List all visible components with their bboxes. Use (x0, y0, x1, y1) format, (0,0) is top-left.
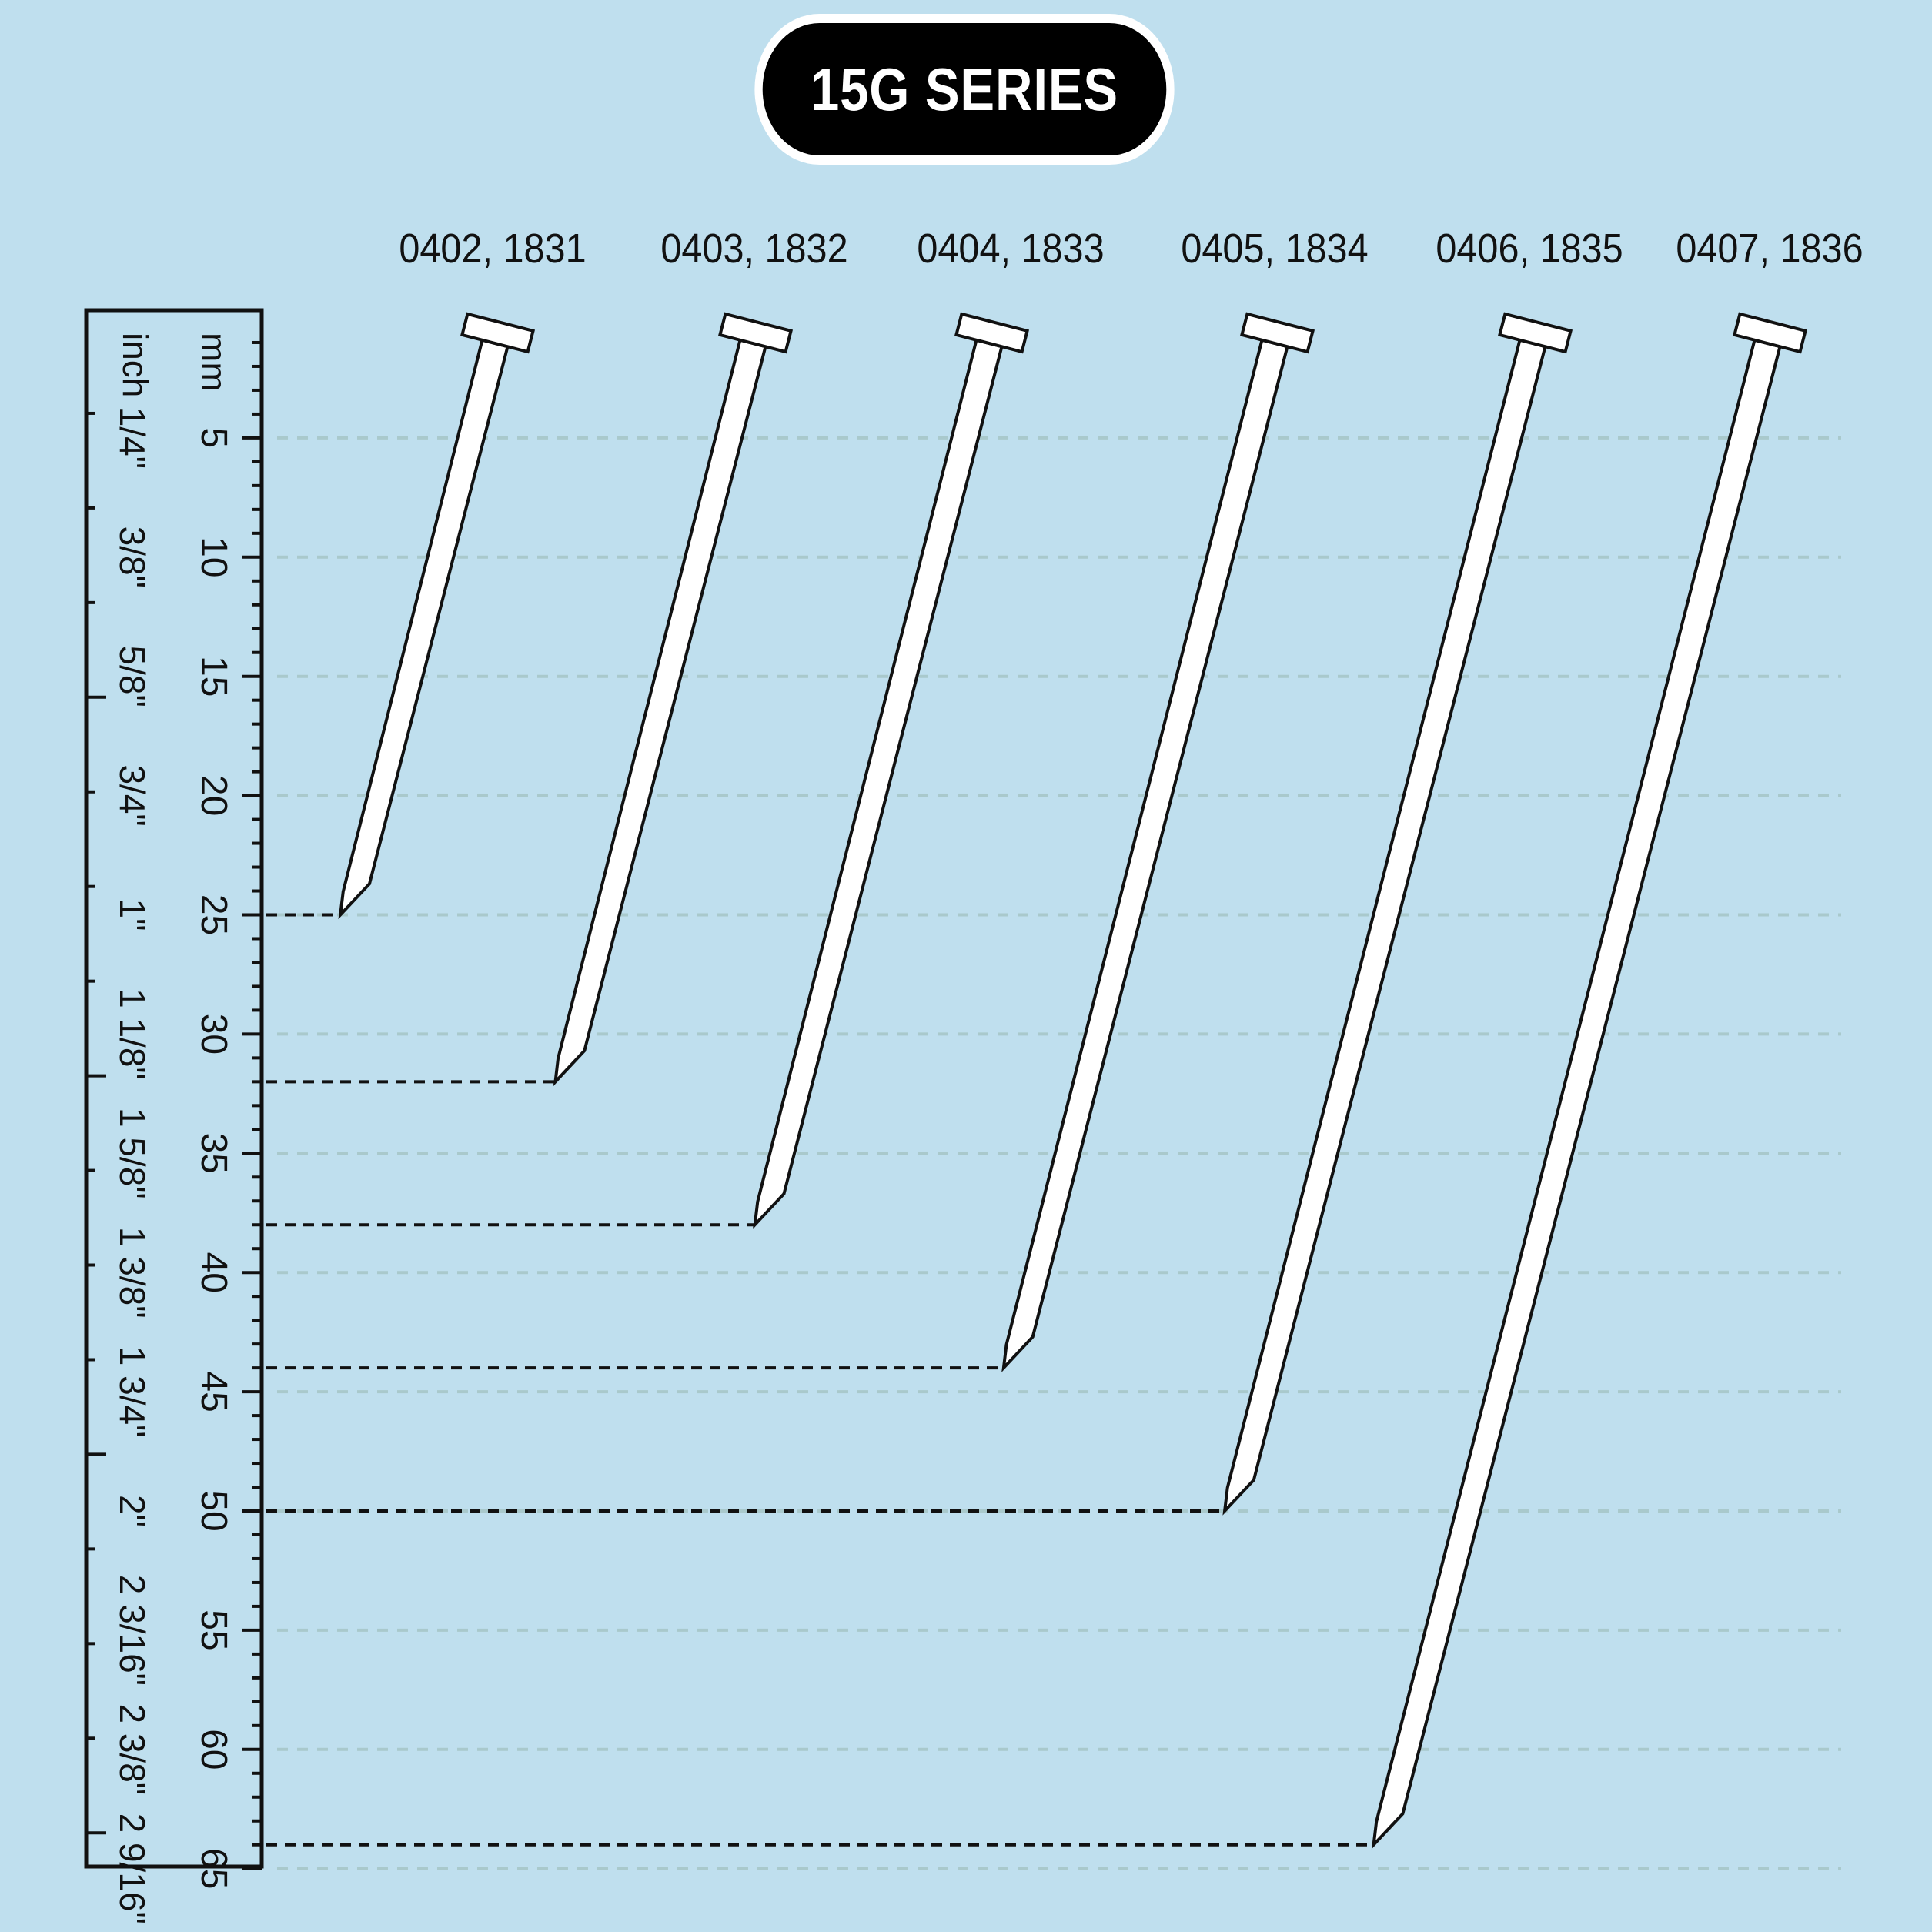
nail-label-3: 0404, 1833 (917, 226, 1105, 272)
ruler-mm-label-12: 60 (193, 1729, 234, 1770)
nail-label-1: 0402, 1831 (399, 226, 587, 272)
ruler-mm-unit: mm (194, 333, 234, 392)
nail-shaft (338, 338, 510, 920)
nail-head (954, 312, 1030, 354)
nail-head (717, 312, 794, 354)
ruler-mm-label-6: 30 (193, 1014, 234, 1055)
nail-shaft (1371, 338, 1782, 1850)
ruler-inch-label-10: 2" (112, 1495, 152, 1527)
ruler-mm-label-2: 10 (193, 536, 234, 577)
nail-5 (1222, 312, 1573, 1516)
nail-6 (1371, 312, 1808, 1850)
ruler-inch-label-7: 1 5/8" (112, 1108, 152, 1199)
ruler-mm-label-10: 50 (193, 1490, 234, 1531)
ruler-inch-label-12: 2 3/8" (112, 1703, 152, 1795)
ruler-inch-label-6: 1 1/8" (112, 988, 152, 1080)
nail-label-2: 0403, 1832 (660, 226, 848, 272)
ruler-inch-label-1: 1/4" (112, 407, 152, 469)
ruler-inch-label-11: 2 3/16" (112, 1575, 152, 1686)
ruler-inch-label-2: 3/8" (112, 526, 152, 588)
length-leader-lines (266, 913, 1374, 1847)
nail-shaft (1222, 338, 1547, 1516)
nail-head (460, 312, 536, 354)
nail-label-6: 0407, 1836 (1676, 226, 1863, 272)
grid-lines (277, 436, 1841, 1870)
ruler-mm-label-11: 55 (193, 1609, 234, 1650)
ruler-inch-label-13: 2 9/16" (112, 1813, 152, 1924)
nail-3 (752, 312, 1030, 1230)
ruler-mm-label-4: 20 (193, 775, 234, 816)
nail-4 (1001, 312, 1315, 1372)
nail-shaft (752, 338, 1004, 1230)
nail-shaft (553, 338, 767, 1087)
series-title: 15G SERIES (810, 55, 1119, 123)
ruler-mm-label-8: 40 (193, 1252, 234, 1293)
ruler: mm inch 5 10 15 20 25 30 35 40 45 50 55 60 65 1/4" 3/8… (84, 308, 264, 1924)
ruler-mm-label-3: 15 (193, 656, 234, 697)
ruler-mm-label-13: 65 (193, 1848, 234, 1889)
ruler-mm-label-9: 45 (193, 1371, 234, 1412)
ruler-inch-label-9: 1 3/4" (112, 1346, 152, 1438)
nail-head (1732, 312, 1808, 354)
ruler-frame (84, 308, 264, 1869)
nail-head (1239, 312, 1315, 354)
ruler-inch-label-4: 3/4" (112, 764, 152, 826)
ruler-mm-label-5: 25 (193, 894, 234, 935)
nails (338, 312, 1808, 1850)
series-title-badge: 15G SERIES (754, 14, 1175, 165)
nail-head (1497, 312, 1573, 354)
ruler-inch-unit: inch (115, 333, 155, 397)
nail-2 (553, 312, 794, 1087)
nail-1 (338, 312, 536, 920)
ruler-mm-label-1: 5 (193, 428, 234, 449)
ruler-labels: 5 10 15 20 25 30 35 40 45 50 55 60 65 1/4" 3/8" 5/8" 3/4… (112, 407, 234, 1924)
ruler-mm-label-7: 35 (193, 1133, 234, 1174)
ruler-ticks (86, 340, 262, 1870)
ruler-inch-label-3: 5/8" (112, 646, 152, 707)
nail-label-4: 0405, 1834 (1181, 226, 1369, 272)
ruler-inch-label-8: 1 3/8" (112, 1227, 152, 1319)
ruler-inch-label-5: 1" (112, 899, 152, 931)
nail-shaft (1001, 338, 1289, 1372)
nail-label-5: 0406, 1835 (1436, 226, 1623, 272)
